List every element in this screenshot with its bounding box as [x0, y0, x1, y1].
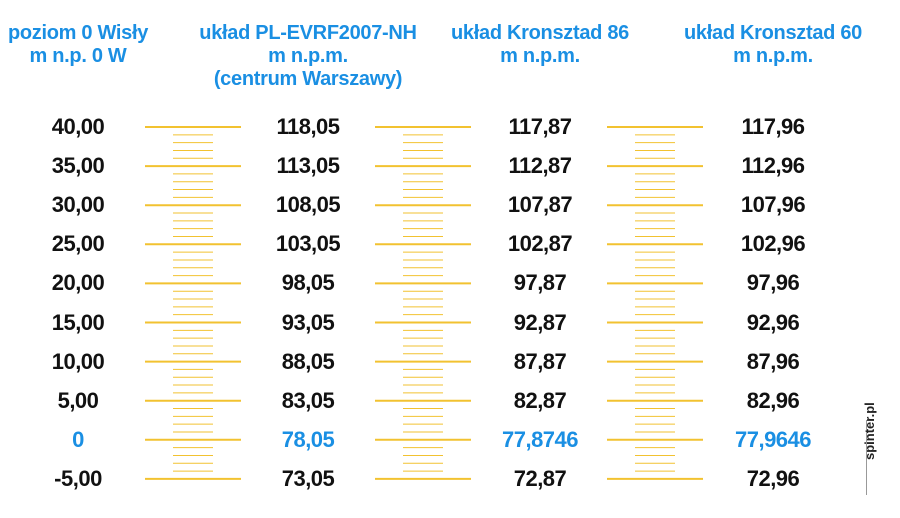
- cell: 97,87: [513, 270, 567, 296]
- cell: 102,96: [740, 231, 806, 257]
- cell: 35,00: [51, 153, 105, 179]
- cell: 88,05: [281, 348, 335, 374]
- cell: 92,96: [746, 309, 800, 335]
- header-line: (centrum Warszawy): [213, 68, 403, 90]
- header-line: m n.p.m.: [733, 45, 813, 67]
- cell: 117,87: [508, 114, 572, 139]
- cell: 107,96: [740, 192, 806, 218]
- cell: 102,87: [507, 231, 573, 257]
- cell: 0: [72, 426, 84, 452]
- header-line: układ PL-EVRF2007-NH: [199, 22, 417, 44]
- cell: 93,05: [281, 309, 335, 335]
- header-line: układ Kronsztad 60: [684, 22, 862, 44]
- cell: 5,00: [57, 387, 99, 413]
- cell: 77,8746: [501, 426, 579, 452]
- column-header: układ Kronsztad 60 m n.p.m.: [653, 22, 893, 68]
- cell: 103,05: [275, 231, 341, 257]
- column-header: poziom 0 Wisły m n.p. 0 W: [0, 22, 198, 68]
- cell: 40,00: [51, 114, 105, 139]
- header-line: m n.p. 0 W: [29, 45, 127, 67]
- cell: 107,87: [507, 192, 573, 218]
- cell: 118,05: [276, 114, 340, 139]
- cell: 30,00: [51, 192, 105, 218]
- cell: 112,96: [741, 153, 805, 179]
- header-line: układ Kronsztad 86: [451, 22, 629, 44]
- cell: 117,96: [741, 114, 805, 139]
- cell: -5,00: [54, 465, 102, 491]
- cell: 77,9646: [734, 426, 812, 452]
- cell: 10,00: [51, 348, 105, 374]
- watermark: spinter.pl: [862, 402, 877, 460]
- column-header: układ Kronsztad 86 m n.p.m.: [420, 22, 660, 68]
- cell: 20,00: [51, 270, 105, 296]
- cell: 82,96: [746, 387, 800, 413]
- header-line: m n.p.m.: [500, 45, 580, 67]
- cell: 113,05: [276, 153, 340, 179]
- cell: 73,05: [281, 465, 335, 491]
- header-line: poziom 0 Wisły: [7, 22, 149, 44]
- cell: 87,87: [513, 348, 567, 374]
- cell: 15,00: [51, 309, 105, 335]
- cell: 82,87: [513, 387, 567, 413]
- cell: 108,05: [275, 192, 341, 218]
- cell: 92,87: [513, 309, 567, 335]
- watermark-line: [866, 420, 867, 495]
- cell: 98,05: [281, 270, 335, 296]
- cell: 72,87: [513, 465, 567, 491]
- header-line: m n.p.m.: [268, 45, 348, 67]
- cell: 87,96: [746, 348, 800, 374]
- cell: 97,96: [746, 270, 800, 296]
- cell: 25,00: [51, 231, 105, 257]
- cell: 83,05: [281, 387, 335, 413]
- cell: 112,87: [508, 153, 572, 179]
- cell: 72,96: [746, 465, 800, 491]
- column-header: układ PL-EVRF2007-NH m n.p.m. (centrum War…: [188, 22, 428, 91]
- cell: 78,05: [281, 426, 335, 452]
